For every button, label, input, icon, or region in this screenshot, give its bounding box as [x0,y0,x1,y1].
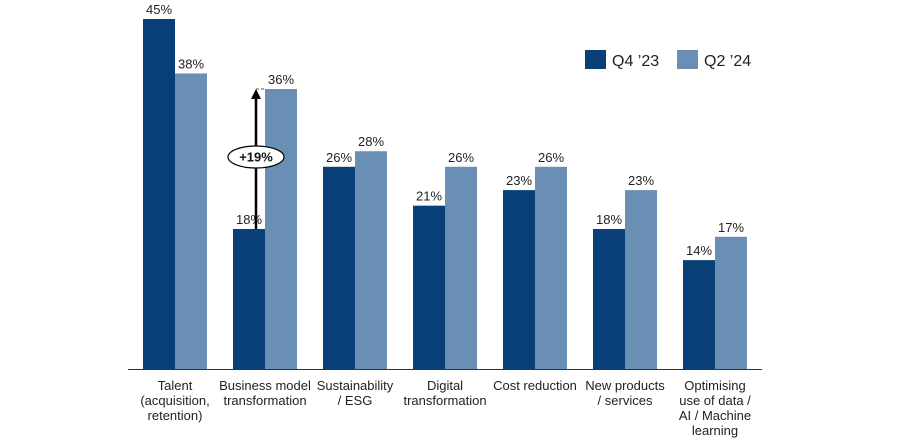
difference-annotation: +19% [227,88,285,229]
category-label: New products / services [585,378,665,408]
bar-q4-23-5 [593,229,625,369]
bars-group [143,19,747,369]
bar-q4-23-4 [503,190,535,369]
value-label: 45% [146,2,172,17]
legend-swatch [677,50,698,69]
value-label: 38% [178,56,204,71]
value-label: 26% [538,150,564,165]
value-label: 17% [718,220,744,235]
annotation-ellipse [227,145,285,169]
category-labels-group: Talent (acquisition, retention) Business mo… [140,378,751,438]
bar-q4-23-1 [233,229,265,369]
value-labels-group: 45% 38% 18% 36% 26% 28% 21% 26% 23% 26% 18% 23% 14% 1… [146,2,744,258]
value-label: 26% [448,150,474,165]
bar-q2-24-2 [355,151,387,369]
value-label: 23% [506,173,532,188]
bar-q2-24-3 [445,166,477,369]
category-label: Sustainability / ESG [317,378,394,408]
bar-q2-24-4 [535,166,567,369]
category-label: Cost reduction [493,378,577,393]
annotation-arrow-head [251,89,261,99]
bar-q4-23-3 [413,205,445,369]
bar-q2-24-0 [175,73,207,369]
legend-label: Q4 ’23 [612,53,659,70]
bar-q4-23-0 [143,19,175,369]
value-label: 14% [686,243,712,258]
category-label: Business model transformation [219,378,311,408]
value-label: 26% [326,150,352,165]
legend-label: Q2 ’24 [704,53,751,70]
bar-q2-24-5 [625,190,657,369]
category-label: Optimising use of data / AI / Machine learn… [679,378,751,438]
value-label: 28% [358,134,384,149]
bar-q4-23-6 [683,260,715,369]
value-label: 23% [628,173,654,188]
bar-q2-24-1 [265,89,297,369]
annotation-label: +19% [239,150,273,165]
value-label: 18% [236,212,262,227]
bar-q2-24-6 [715,236,747,369]
category-label: Digital transformation [403,378,486,408]
value-label: 21% [416,189,442,204]
value-label: 36% [268,72,294,87]
bar-q4-23-2 [323,166,355,369]
legend-swatch [585,50,606,69]
legend: Q4 ’23 Q2 ’24 [585,50,751,70]
category-label: Talent (acquisition, retention) [140,378,209,423]
value-label: 18% [596,212,622,227]
